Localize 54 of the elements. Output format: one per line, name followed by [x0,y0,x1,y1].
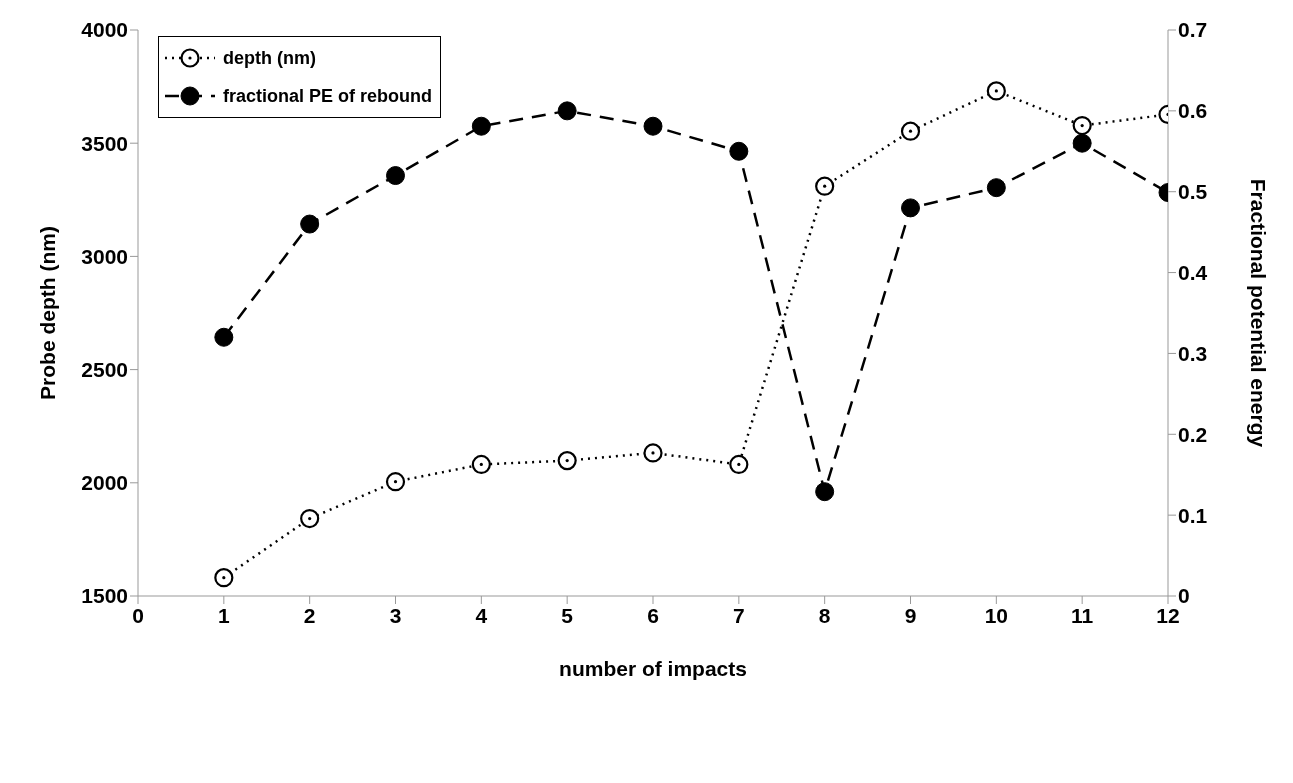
x-tick-label: 5 [561,603,574,627]
point [214,327,234,347]
y-tick-label: 3000 [81,244,128,268]
y2-tick-label: 0.3 [1178,341,1208,365]
y2-tick-label: 0 [1178,584,1190,608]
point [815,482,835,502]
point [471,116,491,136]
x-tick-label: 9 [904,603,917,627]
x-tick-label: 2 [303,603,316,627]
x-axis-title: number of impacts [559,657,747,680]
x-tick-label: 12 [1156,603,1180,627]
point [300,214,320,234]
point [1072,115,1092,136]
point [986,178,1006,198]
point [557,451,577,471]
x-tick-label: 6 [647,603,659,627]
point [729,454,749,475]
y-tick-label: 3500 [81,131,128,155]
y2-tick-label: 0.6 [1178,99,1208,123]
point [643,443,663,463]
y2-axis-title: Fractional potential energy [1246,178,1270,448]
point [729,141,749,161]
x-tick-label: 7 [732,603,745,627]
y-tick-label: 2000 [81,471,128,495]
point [214,568,234,588]
y2-tick-label: 0.7 [1178,18,1208,42]
point [815,176,835,196]
x-tick-label: 0 [132,603,144,627]
y2-tick-label: 0.1 [1178,503,1208,527]
y-tick-label: 1500 [81,584,128,608]
point [386,166,405,186]
y-tick-label: 2500 [81,358,128,382]
legend-label: fractional PE of rebound [223,85,433,107]
point [901,198,920,218]
point [557,101,577,121]
x-tick-label: 11 [1071,603,1094,627]
y-tick-label: 4000 [81,18,128,42]
x-tick-label: 4 [475,603,488,627]
x-tick-label: 1 [217,603,230,627]
point [900,121,921,141]
y-axis-title: Probe depth (nm) [36,226,60,400]
x-tick-label: 3 [389,603,402,627]
y2-tick-label: 0.5 [1178,180,1208,204]
x-tick-label: 8 [818,603,831,627]
legend-label: depth (nm) [223,47,316,69]
point [300,508,320,529]
x-tick-label: 10 [984,603,1009,627]
y2-tick-label: 0.2 [1178,422,1208,446]
point [471,454,491,475]
point [986,81,1006,101]
point [385,472,406,492]
point [643,116,663,136]
point [1072,133,1092,153]
y2-tick-label: 0.4 [1178,261,1208,285]
